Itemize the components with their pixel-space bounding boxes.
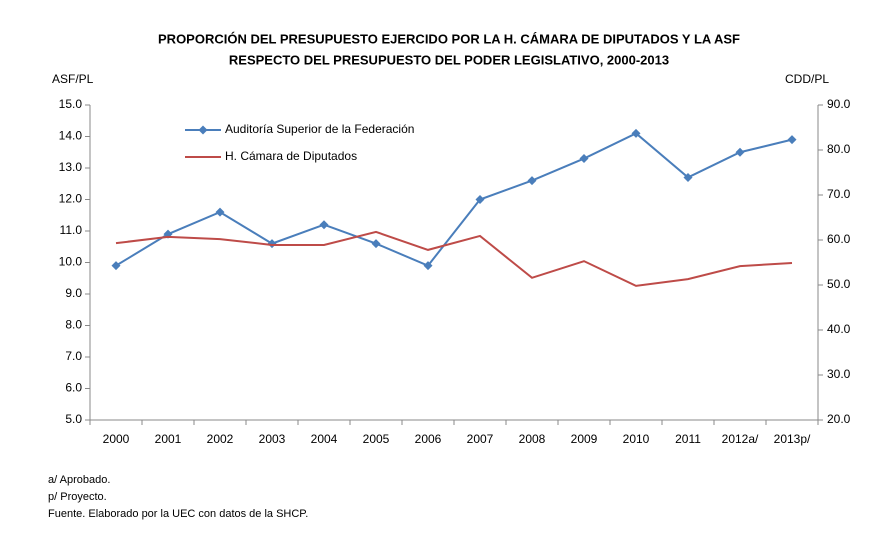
x-tick-label: 2007 [467,432,494,446]
data-point [371,239,381,249]
data-point [215,207,225,217]
legend-label: H. Cámara de Diputados [225,149,357,163]
x-tick-label: 2004 [311,432,338,446]
y-tick-label: 9.0 [65,286,82,300]
x-tick-label: 2003 [259,432,286,446]
y-tick-label: 10.0 [59,255,83,269]
footnote: Fuente. Elaborado por la UEC con datos d… [48,508,308,520]
y-tick-label: 12.0 [59,192,83,206]
data-point [527,176,537,186]
y-tick-label: 11.0 [60,223,83,237]
y2-tick-label: 60.0 [827,232,851,246]
y2-tick-label: 80.0 [827,142,851,156]
y2-tick-label: 40.0 [827,322,851,336]
y2-tick-label: 20.0 [827,412,851,426]
data-point [579,154,589,164]
footnote: p/ Proyecto. [48,491,107,503]
data-point [319,220,329,230]
x-tick-label: 2001 [155,432,182,446]
y2-tick-label: 70.0 [827,187,851,201]
y-tick-label: 5.0 [65,412,82,426]
data-point [787,135,797,145]
x-tick-label: 2008 [519,432,546,446]
y-tick-label: 13.0 [59,160,83,174]
y-axis-label: ASF/PL [52,72,94,86]
footnote: a/ Aprobado. [48,474,110,486]
y2-tick-label: 50.0 [827,277,851,291]
chart-title: PROPORCIÓN DEL PRESUPUESTO EJERCIDO POR … [158,31,740,46]
series-line [115,132,793,267]
data-point [631,128,641,138]
legend-marker [198,125,208,135]
x-tick-label: 2010 [623,432,650,446]
y-tick-label: 6.0 [65,381,82,395]
y-tick-label: 15.0 [59,97,83,111]
x-tick-label: 2002 [207,432,234,446]
y2-tick-label: 90.0 [827,97,851,111]
data-point [683,172,693,182]
y2-tick-label: 30.0 [827,367,851,381]
data-point [735,147,745,157]
x-tick-label: 2006 [415,432,442,446]
x-tick-label: 2000 [103,432,130,446]
data-point [475,195,485,204]
legend-label: Auditoría Superior de la Federación [225,122,414,136]
y-tick-label: 7.0 [65,349,82,363]
x-tick-label: 2011 [675,432,701,446]
y2-axis-label: CDD/PL [785,72,829,86]
data-point [111,261,121,271]
y-tick-label: 14.0 [59,129,83,143]
x-tick-label: 2013p/ [774,432,811,446]
chart-title: RESPECTO DEL PRESUPUESTO DEL PODER LEGIS… [229,52,669,67]
data-point [423,261,433,271]
series-line [115,230,793,287]
y-tick-label: 8.0 [65,318,82,332]
x-tick-label: 2005 [363,432,390,446]
x-tick-label: 2009 [571,432,598,446]
x-tick-label: 2012a/ [722,432,759,446]
